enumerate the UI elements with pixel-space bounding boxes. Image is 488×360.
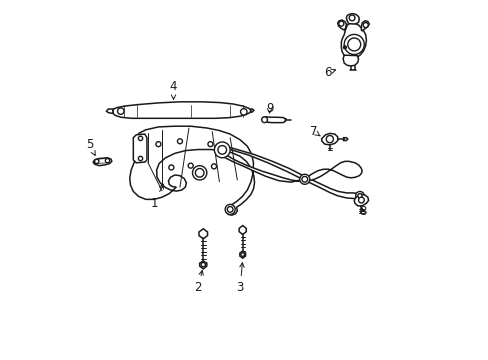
Polygon shape xyxy=(353,194,368,206)
Polygon shape xyxy=(199,261,206,269)
Circle shape xyxy=(195,168,203,177)
Text: 5: 5 xyxy=(86,138,95,156)
Circle shape xyxy=(177,139,182,144)
Polygon shape xyxy=(343,55,358,66)
Circle shape xyxy=(363,23,367,28)
Polygon shape xyxy=(218,146,362,199)
Polygon shape xyxy=(250,109,253,113)
Polygon shape xyxy=(346,14,359,24)
Text: 3: 3 xyxy=(236,263,244,294)
Polygon shape xyxy=(239,226,246,234)
Circle shape xyxy=(347,38,360,51)
Text: 7: 7 xyxy=(309,125,319,138)
Text: 1: 1 xyxy=(150,184,163,210)
Polygon shape xyxy=(129,126,254,215)
Circle shape xyxy=(192,166,206,180)
Polygon shape xyxy=(261,117,285,123)
Polygon shape xyxy=(337,20,346,30)
Polygon shape xyxy=(239,251,245,258)
Circle shape xyxy=(348,15,354,21)
Circle shape xyxy=(117,108,124,114)
Circle shape xyxy=(344,35,364,54)
Circle shape xyxy=(105,158,109,163)
Circle shape xyxy=(358,197,364,203)
Polygon shape xyxy=(133,134,147,163)
Polygon shape xyxy=(93,158,112,166)
Circle shape xyxy=(261,117,267,123)
Circle shape xyxy=(201,262,205,267)
Polygon shape xyxy=(199,229,207,239)
Circle shape xyxy=(343,46,346,49)
Text: 9: 9 xyxy=(265,102,273,115)
Circle shape xyxy=(94,159,99,163)
Text: 4: 4 xyxy=(169,80,177,99)
Circle shape xyxy=(299,174,309,184)
Polygon shape xyxy=(106,109,113,113)
Polygon shape xyxy=(321,134,337,145)
Circle shape xyxy=(188,163,193,168)
Circle shape xyxy=(214,142,230,158)
Polygon shape xyxy=(343,138,347,140)
Polygon shape xyxy=(218,150,362,182)
Circle shape xyxy=(218,145,226,154)
Circle shape xyxy=(207,141,212,147)
Circle shape xyxy=(355,192,364,200)
Circle shape xyxy=(156,141,161,147)
Circle shape xyxy=(240,109,246,115)
Circle shape xyxy=(357,194,362,198)
Polygon shape xyxy=(361,21,368,31)
Text: 2: 2 xyxy=(194,270,203,294)
Circle shape xyxy=(168,165,174,170)
Circle shape xyxy=(138,156,142,161)
Circle shape xyxy=(338,21,343,26)
Circle shape xyxy=(241,253,244,256)
Text: 8: 8 xyxy=(358,205,366,218)
Text: 6: 6 xyxy=(323,66,335,79)
Circle shape xyxy=(138,136,142,140)
Polygon shape xyxy=(113,102,250,118)
Polygon shape xyxy=(341,23,366,59)
Circle shape xyxy=(301,176,307,182)
Circle shape xyxy=(227,207,233,212)
Circle shape xyxy=(325,135,333,143)
Circle shape xyxy=(211,164,216,169)
Circle shape xyxy=(224,204,235,215)
